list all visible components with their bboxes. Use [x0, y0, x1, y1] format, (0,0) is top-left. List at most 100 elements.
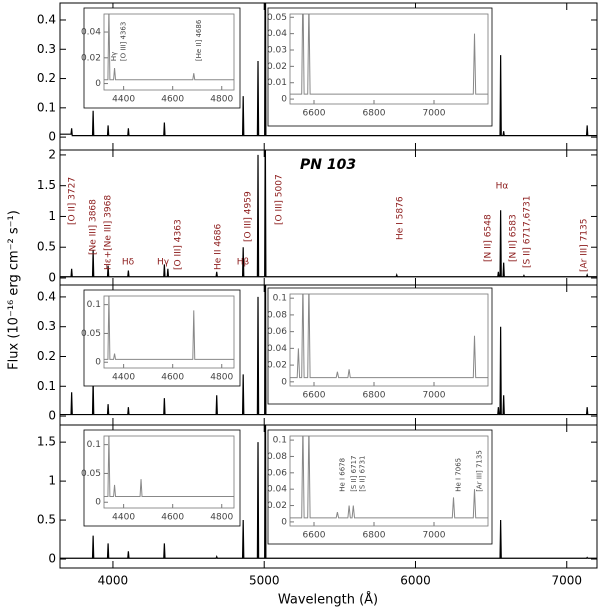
inset-axes — [103, 13, 235, 91]
y-tick-label: 0.2 — [37, 349, 56, 363]
y-tick-label: 1.5 — [37, 435, 56, 449]
inset-axes — [103, 435, 235, 509]
inset-spectrum — [290, 14, 488, 95]
inset-y-tick-label: 0.04 — [81, 28, 101, 38]
inset-line-label: He I 6678 — [338, 458, 346, 492]
y-tick-label: 0.4 — [37, 12, 56, 26]
line-label: [O III] 5007 — [275, 174, 285, 225]
panel: 00.511.54000500060007000PN 10800.050.144… — [37, 424, 598, 588]
inset-y-tick-label: 0.1 — [273, 294, 287, 304]
inset-line-label: [S II] 6717 — [350, 455, 358, 491]
line-label: Hδ — [122, 258, 135, 268]
inset-spectrum — [290, 436, 488, 519]
inset-x-tick-label: 7000 — [423, 531, 446, 541]
x-tick-label: 5000 — [249, 574, 280, 588]
x-tick-label: 6000 — [400, 574, 431, 588]
panel-title: PN 103 — [300, 157, 356, 173]
inset-y-tick-label: 0.03 — [267, 46, 287, 56]
y-tick-label: 0.5 — [37, 240, 56, 254]
line-label: Hα — [496, 182, 509, 192]
inset-x-tick-label: 4600 — [161, 95, 184, 105]
inset-y-tick-label: 0.1 — [87, 300, 101, 310]
line-label: [O III] 4959 — [244, 191, 254, 242]
inset-frame — [267, 7, 493, 127]
y-axis-label: Flux (10⁻¹⁶ erg cm⁻² s⁻¹) — [7, 210, 22, 370]
inset-spectrum — [104, 436, 234, 497]
inset-spectrum — [104, 296, 234, 360]
y-tick-label: 0.1 — [37, 100, 56, 114]
inset: 0 0.02 0.04 0.06 0.08 0.1 6600 6800 7000 — [267, 287, 493, 405]
y-tick-label: 0.2 — [37, 71, 56, 85]
inset-y-tick-label: 0.02 — [267, 361, 287, 371]
inset-y-tick-label: 0.05 — [81, 329, 101, 339]
inset: 0 0.01 0.02 0.03 0.04 0.05 6600 6800 7000 — [267, 7, 493, 127]
inset-y-tick-label: 0.08 — [267, 310, 287, 320]
spectrum — [60, 425, 597, 559]
inset-y-tick-label: 0.02 — [81, 53, 101, 63]
inset-y-tick-label: 0.06 — [267, 327, 287, 337]
inset-frame — [267, 287, 493, 405]
line-label: [N II] 6548 — [484, 214, 494, 262]
line-label: [O III] 4363 — [174, 219, 184, 270]
line-label: He II 4686 — [214, 223, 224, 270]
x-axis-label: Wavelength (Å) — [278, 592, 378, 608]
line-label: [Ar III] 7135 — [580, 219, 590, 272]
y-tick-label: 0.3 — [37, 319, 56, 333]
inset-axes — [103, 295, 235, 369]
inset-y-tick-label: 0.02 — [267, 62, 287, 72]
inset: 0 0.05 0.1 4400 4600 4800 — [81, 289, 241, 387]
inset-x-tick-label: 4800 — [210, 513, 233, 523]
inset-y-tick-label: 0 — [281, 95, 287, 105]
inset-y-tick-label: 0 — [95, 358, 101, 368]
panel-frame — [59, 424, 598, 569]
y-tick-label: 0 — [48, 409, 56, 423]
inset-y-tick-label: 0.04 — [267, 29, 287, 39]
spectrum — [60, 150, 597, 278]
inset-spectrum — [290, 294, 488, 379]
inset-y-tick-label: 0.05 — [267, 13, 287, 23]
inset-x-tick-label: 4800 — [210, 373, 233, 383]
inset: 0 0.02 0.04 4400 4600 4800 Hγ [O III] 4363 [He I… — [81, 7, 241, 109]
y-tick-label: 0.4 — [37, 289, 56, 303]
inset-y-tick-label: 0 — [281, 517, 287, 527]
inset: 0 0.02 0.04 0.06 0.08 0.1 6600 6800 7000 He I 667… — [267, 429, 493, 545]
line-label: Hγ — [157, 258, 170, 268]
inset-x-tick-label: 6800 — [363, 109, 386, 119]
inset-y-tick-label: 0.02 — [267, 501, 287, 511]
spectrum — [60, 3, 597, 137]
inset-x-tick-label: 6600 — [303, 391, 326, 401]
inset-y-tick-label: 0.06 — [267, 468, 287, 478]
y-tick-label: 2 — [48, 147, 56, 161]
y-tick-label: 1 — [48, 474, 56, 488]
line-label: [N II] 6583 — [509, 214, 519, 262]
inset-axes — [289, 435, 489, 527]
y-tick-label: 0 — [48, 130, 56, 144]
inset-y-tick-label: 0.1 — [87, 440, 101, 450]
inset-x-tick-label: 6600 — [303, 109, 326, 119]
inset-y-tick-label: 0 — [281, 377, 287, 387]
panel: 0 0.5 1 1.5 2 PN 103 [O II] 3727 [Ne III] 3868 H… — [37, 147, 598, 286]
inset-x-tick-label: 7000 — [423, 391, 446, 401]
inset-y-tick-label: 0.08 — [267, 452, 287, 462]
inset-axes — [289, 13, 489, 105]
inset-axes — [289, 293, 489, 387]
inset-y-tick-label: 0 — [95, 79, 101, 89]
y-tick-label: 1 — [48, 209, 56, 223]
y-tick-label: 0 — [48, 270, 56, 284]
inset-line-label: [Ar III] 7135 — [476, 450, 484, 492]
inset-x-tick-label: 4400 — [112, 373, 135, 383]
inset-x-tick-label: 4600 — [161, 513, 184, 523]
x-tick-label: 4000 — [98, 574, 129, 588]
inset-y-tick-label: 0.05 — [81, 469, 101, 479]
inset-line-label: [S II] 6731 — [358, 455, 366, 491]
inset-x-tick-label: 7000 — [423, 109, 446, 119]
inset-line-label: [He II] 4686 — [195, 19, 203, 61]
plot-area — [60, 150, 597, 285]
y-tick-label: 0.5 — [37, 513, 56, 527]
y-tick-label: 1.5 — [37, 178, 56, 192]
x-tick-label: 7000 — [551, 574, 582, 588]
inset-y-tick-label: 0.04 — [267, 344, 287, 354]
inset-spectrum — [104, 14, 234, 81]
inset-x-tick-label: 6800 — [363, 391, 386, 401]
